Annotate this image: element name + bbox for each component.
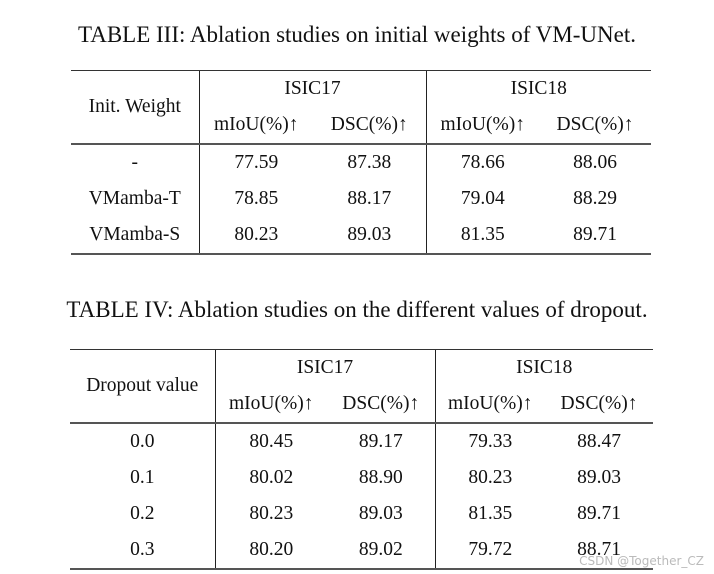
table-cell: 80.20 <box>214 532 327 570</box>
table-cell: 79.33 <box>434 423 545 460</box>
table4: Dropout value ISIC17 ISIC18 mIoU(%)↑ DSC(%)↑… <box>70 349 653 570</box>
table-cell: 80.23 <box>214 496 327 532</box>
metric-header: mIoU(%)↑ <box>214 386 327 424</box>
row-label: 0.0 <box>130 431 155 452</box>
table-cell: 87.38 <box>347 152 392 173</box>
table-cell: 89.03 <box>313 217 426 255</box>
group-header: ISIC17 <box>214 349 435 386</box>
row-header: Init. Weight <box>71 70 199 145</box>
table-cell: 80.23 <box>198 217 313 255</box>
watermark: CSDN @Together_CZ <box>579 554 704 568</box>
row-label: 0.1 <box>130 467 155 488</box>
metric-header: mIoU(%)↑ <box>198 107 313 145</box>
row-label: VMamba-S <box>71 217 199 255</box>
table-row: 0.2 80.23 89.03 81.35 89.71 <box>70 496 653 532</box>
table3: Init. Weight ISIC17 ISIC18 mIoU(%)↑ DSC(%)↑ m… <box>71 70 651 255</box>
table-cell: 81.35 <box>425 217 539 255</box>
table-cell: 78.66 <box>425 144 539 181</box>
table-cell: 80.45 <box>214 423 327 460</box>
table-row: VMamba-S 80.23 89.03 81.35 89.71 <box>71 217 651 255</box>
group-header: ISIC18 <box>425 70 651 107</box>
table-cell: 81.35 <box>434 496 545 532</box>
table-cell: 89.71 <box>577 503 621 524</box>
table-cell: 88.06 <box>573 152 617 173</box>
table-row: 0.1 80.02 88.90 80.23 89.03 <box>70 460 653 496</box>
group-header: ISIC18 <box>434 349 653 386</box>
table-cell: 79.04 <box>425 181 539 217</box>
table-cell: 80.23 <box>434 460 545 496</box>
table-cell: 89.17 <box>358 431 403 452</box>
group-header: ISIC17 <box>198 70 426 107</box>
table4-caption: TABLE IV: Ablation studies on the differ… <box>66 297 648 322</box>
table-cell: 79.72 <box>434 532 545 570</box>
metric-header: DSC(%)↑ <box>313 107 426 145</box>
table-cell: 78.85 <box>198 181 313 217</box>
table-cell: 77.59 <box>198 144 313 181</box>
row-label: - <box>131 152 139 173</box>
row-label: VMamba-T <box>88 188 181 209</box>
table-row: 0.3 80.20 89.02 79.72 88.71 <box>70 532 653 570</box>
table-row: - 77.59 87.38 78.66 88.06 <box>71 144 651 181</box>
table-cell: 88.17 <box>347 188 392 209</box>
table-cell: 89.02 <box>327 532 435 570</box>
row-label: 0.3 <box>70 532 215 570</box>
table-cell: 88.47 <box>577 431 621 452</box>
table-cell: 80.02 <box>214 460 327 496</box>
metric-header: mIoU(%)↑ <box>434 386 545 424</box>
metric-header: DSC(%)↑ <box>327 386 435 424</box>
metric-header: DSC(%)↑ <box>539 107 651 145</box>
table-row: VMamba-T 78.85 88.17 79.04 88.29 <box>71 181 651 217</box>
table-cell: 89.03 <box>358 503 403 524</box>
table-cell: 88.71 <box>545 532 653 570</box>
table-cell: 88.29 <box>573 188 617 209</box>
metric-header: DSC(%)↑ <box>545 386 653 424</box>
metric-header: mIoU(%)↑ <box>425 107 539 145</box>
table-cell: 89.03 <box>577 467 621 488</box>
table-row: 0.0 80.45 89.17 79.33 88.47 <box>70 423 653 460</box>
table-cell: 88.90 <box>358 467 403 488</box>
row-header: Dropout value <box>70 349 215 424</box>
table3-caption: TABLE III: Ablation studies on initial w… <box>78 22 636 47</box>
table-cell: 89.71 <box>539 217 651 255</box>
row-label: 0.2 <box>130 503 155 524</box>
